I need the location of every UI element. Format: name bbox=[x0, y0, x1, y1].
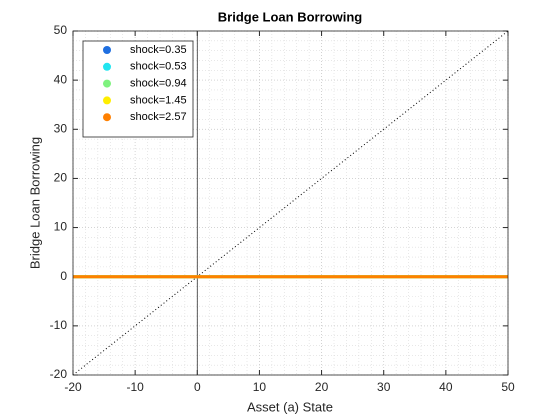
legend-box bbox=[82, 40, 194, 138]
legend-label: shock=0.94 bbox=[130, 78, 187, 90]
legend-marker bbox=[103, 113, 111, 122]
y-tick-label: -20 bbox=[50, 367, 68, 381]
y-tick-label: 30 bbox=[54, 121, 68, 135]
legend-label: shock=0.53 bbox=[130, 61, 187, 73]
y-axis-label: Bridge Loan Borrowing bbox=[27, 137, 42, 269]
legend-marker bbox=[103, 96, 111, 105]
x-axis-label: Asset (a) State bbox=[247, 399, 333, 414]
legend-marker bbox=[103, 79, 111, 88]
y-tick-label: 0 bbox=[60, 269, 67, 283]
x-tick-label: 0 bbox=[194, 380, 201, 394]
y-tick-label: 20 bbox=[54, 171, 68, 185]
y-tick-label: -10 bbox=[50, 318, 68, 332]
y-tick-label: 40 bbox=[54, 72, 68, 86]
axes-box bbox=[72, 30, 509, 376]
legend-marker bbox=[103, 46, 111, 54]
legend-label: shock=1.45 bbox=[130, 94, 187, 106]
diagonal-line bbox=[72, 30, 509, 376]
legend-label: shock=2.57 bbox=[130, 111, 187, 123]
legend-label: shock=0.35 bbox=[130, 44, 187, 56]
y-tick-label: 10 bbox=[54, 220, 68, 234]
x-tick-label: 50 bbox=[501, 380, 515, 394]
chart-title: Bridge Loan Borrowing bbox=[218, 9, 363, 24]
x-tick-label: 20 bbox=[315, 380, 329, 394]
legend-marker bbox=[103, 62, 111, 71]
x-tick-label: 30 bbox=[377, 380, 391, 394]
x-tick-label: 10 bbox=[253, 380, 267, 394]
x-tick-label: -10 bbox=[126, 380, 144, 394]
y-tick-label: 50 bbox=[54, 23, 68, 37]
x-tick-label: 40 bbox=[439, 380, 453, 394]
x-tick-label: -20 bbox=[64, 380, 82, 394]
